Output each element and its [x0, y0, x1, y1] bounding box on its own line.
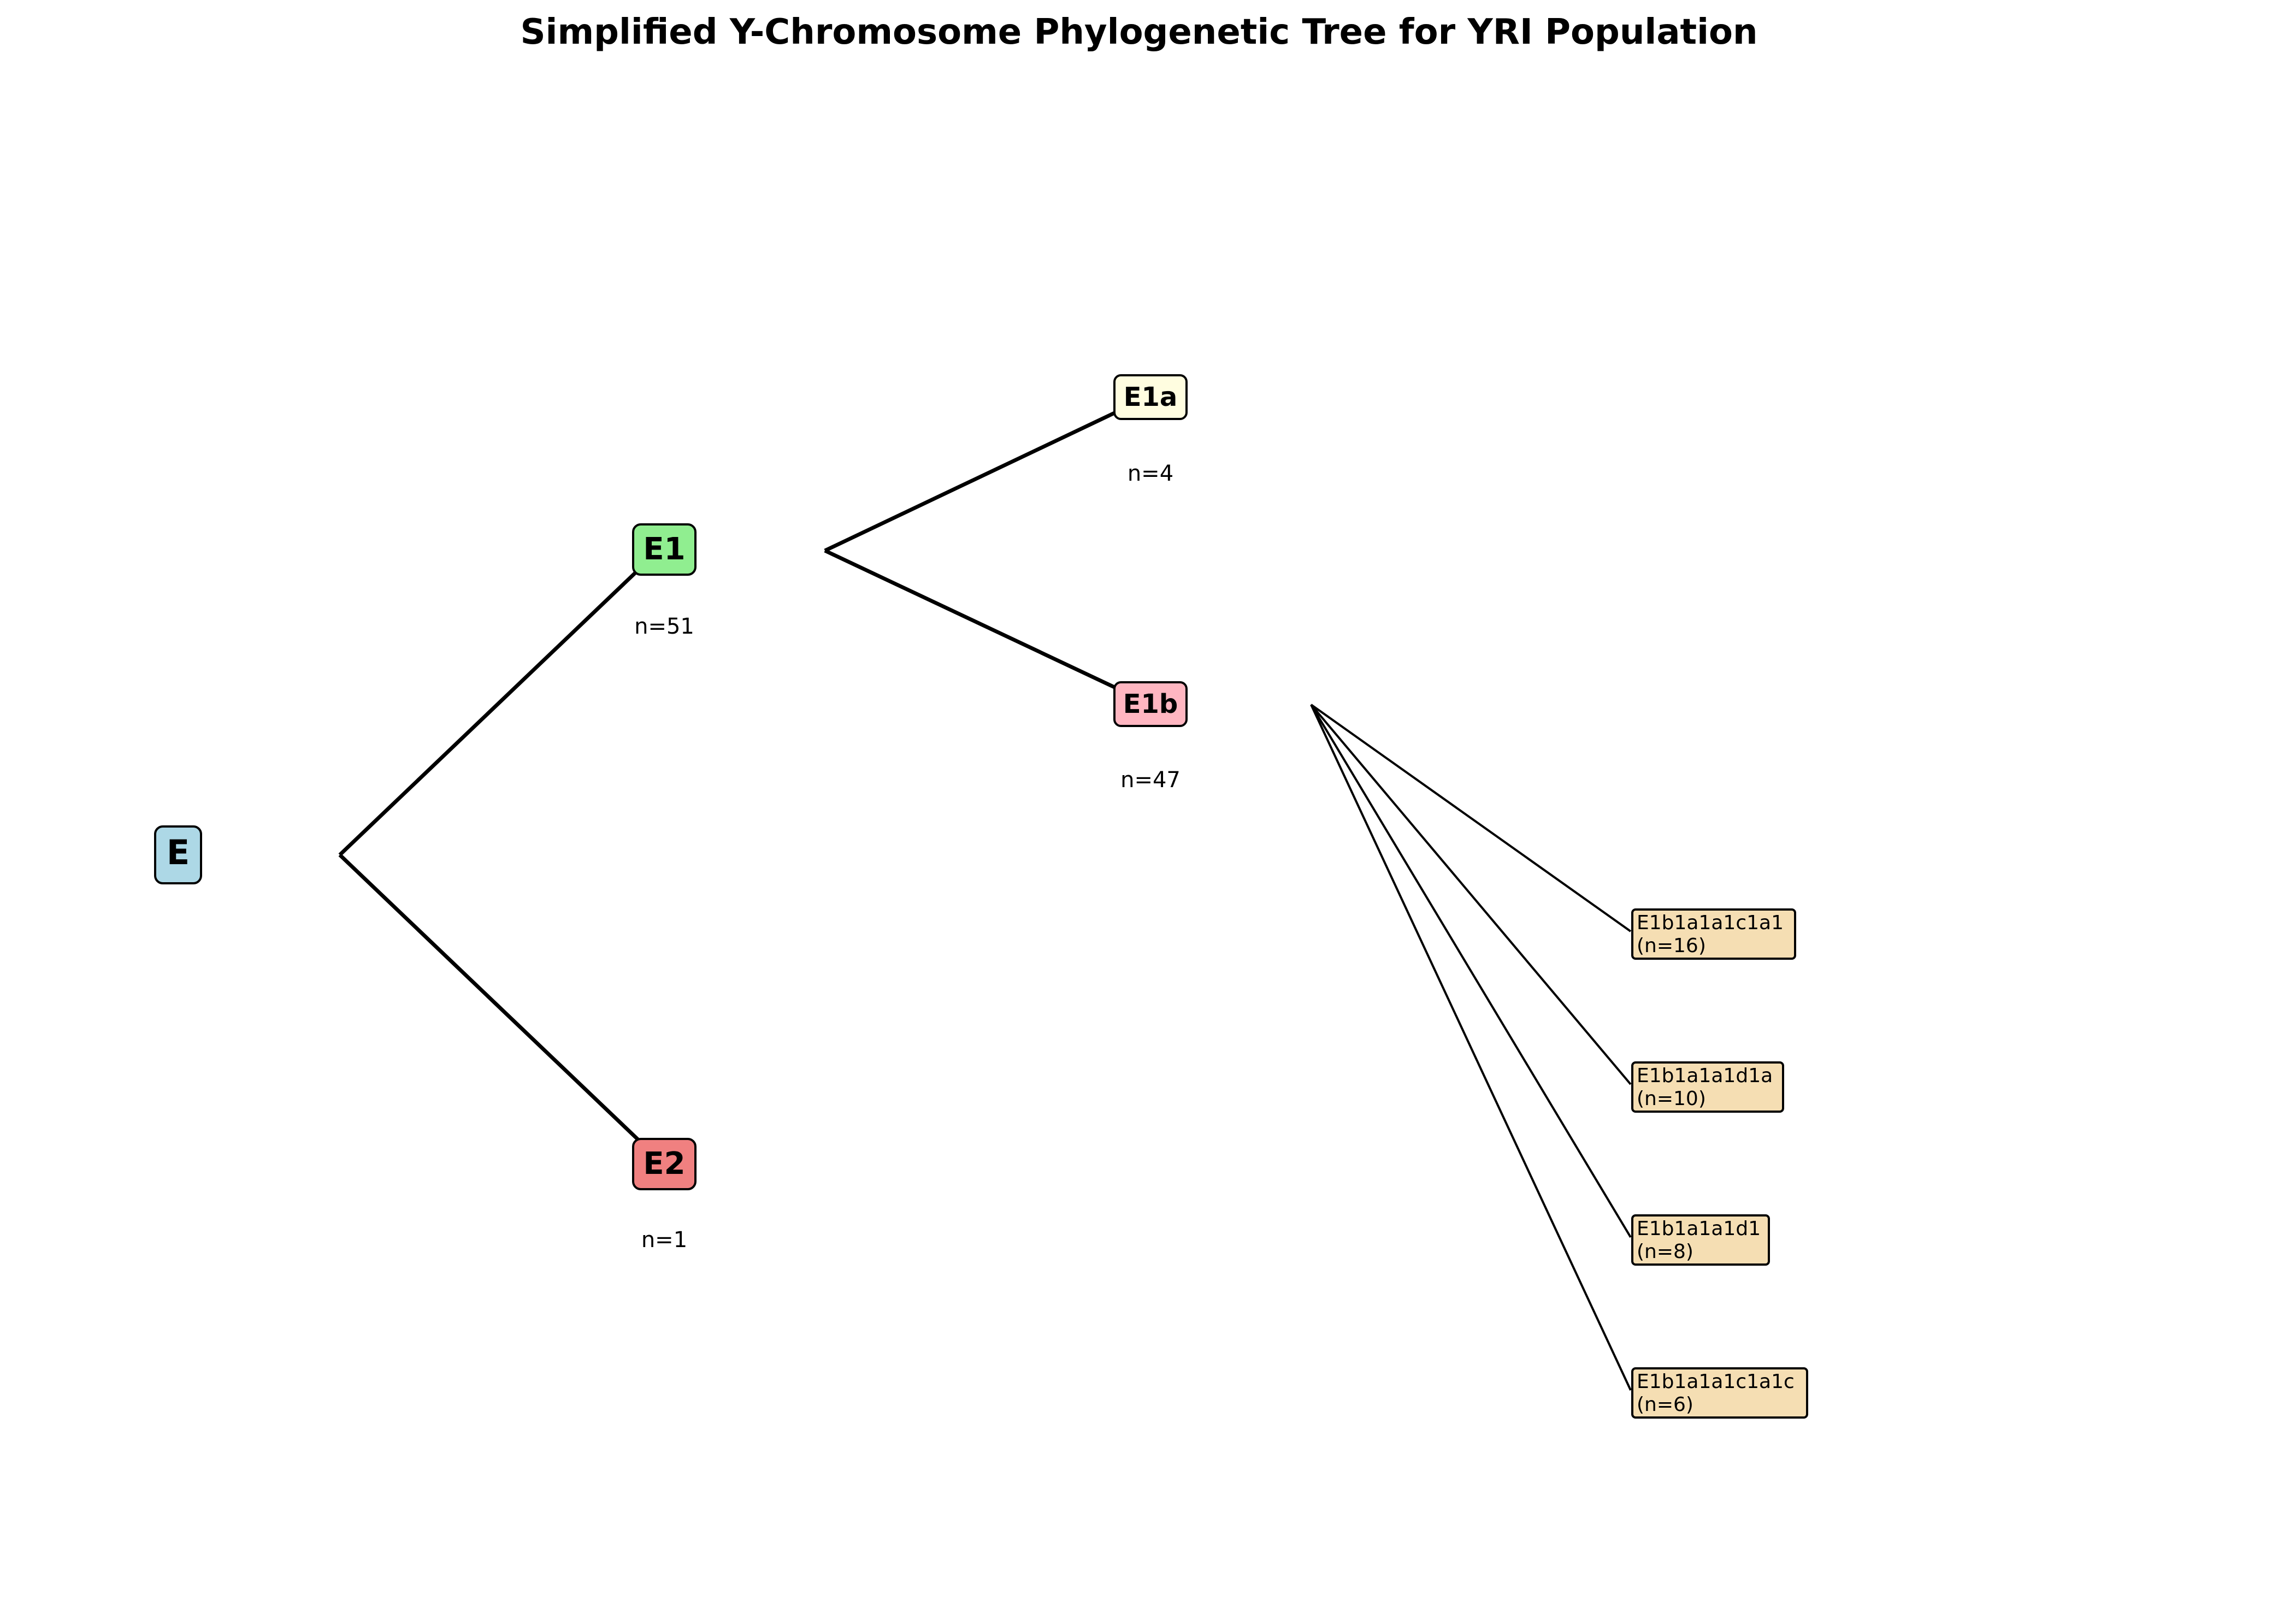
- leaf-node-4-box: [1631, 1367, 1808, 1419]
- leaf-node-3: E1b1a1a1d1 (n=8): [1631, 1214, 1770, 1266]
- node-e1a-label: E1a: [1124, 382, 1178, 412]
- branch-e1-to-e1a: [824, 411, 1116, 553]
- node-e-box: [154, 825, 202, 884]
- branch-e1b-to-leaf-2: [1310, 704, 1632, 1085]
- leaf-node-3-count: (n=8): [1637, 1241, 1693, 1263]
- leaf-node-2-name: E1b1a1a1d1a: [1637, 1065, 1773, 1087]
- branch-e-to-e1: [338, 566, 642, 857]
- node-e: E: [154, 825, 202, 884]
- leaf-node-1: E1b1a1a1c1a1 (n=16): [1631, 908, 1796, 960]
- branch-e1b-to-leaf-4: [1310, 704, 1632, 1391]
- leaf-node-4-name: E1b1a1a1c1a1c: [1637, 1371, 1795, 1393]
- leaf-node-1-box: [1631, 908, 1796, 960]
- node-e1: E1 n=51: [632, 523, 697, 639]
- leaf-node-2: E1b1a1a1d1a (n=10): [1631, 1061, 1784, 1113]
- branch-e1-to-e1b: [824, 548, 1116, 689]
- node-e2-count: n=1: [641, 1227, 687, 1253]
- branch-e1b-to-leaf-1: [1310, 704, 1632, 932]
- node-e2: E2 n=1: [632, 1138, 697, 1253]
- node-e1b-label: E1b: [1123, 689, 1178, 719]
- node-e-label: E: [167, 832, 190, 872]
- leaf-node-1-count: (n=16): [1637, 935, 1706, 957]
- leaf-node-2-box: [1631, 1061, 1784, 1113]
- node-e2-box: [632, 1138, 697, 1190]
- leaf-node-1-name: E1b1a1a1c1a1: [1637, 912, 1784, 934]
- leaf-node-4-count: (n=6): [1637, 1393, 1693, 1416]
- node-e1b: E1b n=47: [1113, 681, 1188, 793]
- branch-e1b-to-leaf-3: [1310, 704, 1632, 1238]
- node-e1-label: E1: [643, 532, 685, 567]
- leaf-node-3-name: E1b1a1a1d1: [1637, 1218, 1761, 1240]
- node-e1b-count: n=47: [1120, 767, 1181, 793]
- node-e1b-box: [1113, 681, 1188, 727]
- diagram-title: Simplified Y-Chromosome Phylogenetic Tre…: [520, 12, 1757, 52]
- leaf-node-2-count: (n=10): [1637, 1088, 1706, 1110]
- node-e1a: E1a n=4: [1113, 374, 1188, 486]
- branch-e-to-e2: [338, 853, 642, 1143]
- leaf-node-3-box: [1631, 1214, 1770, 1266]
- node-e2-label: E2: [643, 1146, 685, 1182]
- node-e1a-count: n=4: [1128, 461, 1173, 486]
- node-e1a-box: [1113, 374, 1188, 420]
- node-e1-count: n=51: [634, 614, 694, 639]
- node-e1-box: [632, 523, 697, 576]
- leaf-node-4: E1b1a1a1c1a1c (n=6): [1631, 1367, 1808, 1419]
- branches: [338, 411, 1632, 1391]
